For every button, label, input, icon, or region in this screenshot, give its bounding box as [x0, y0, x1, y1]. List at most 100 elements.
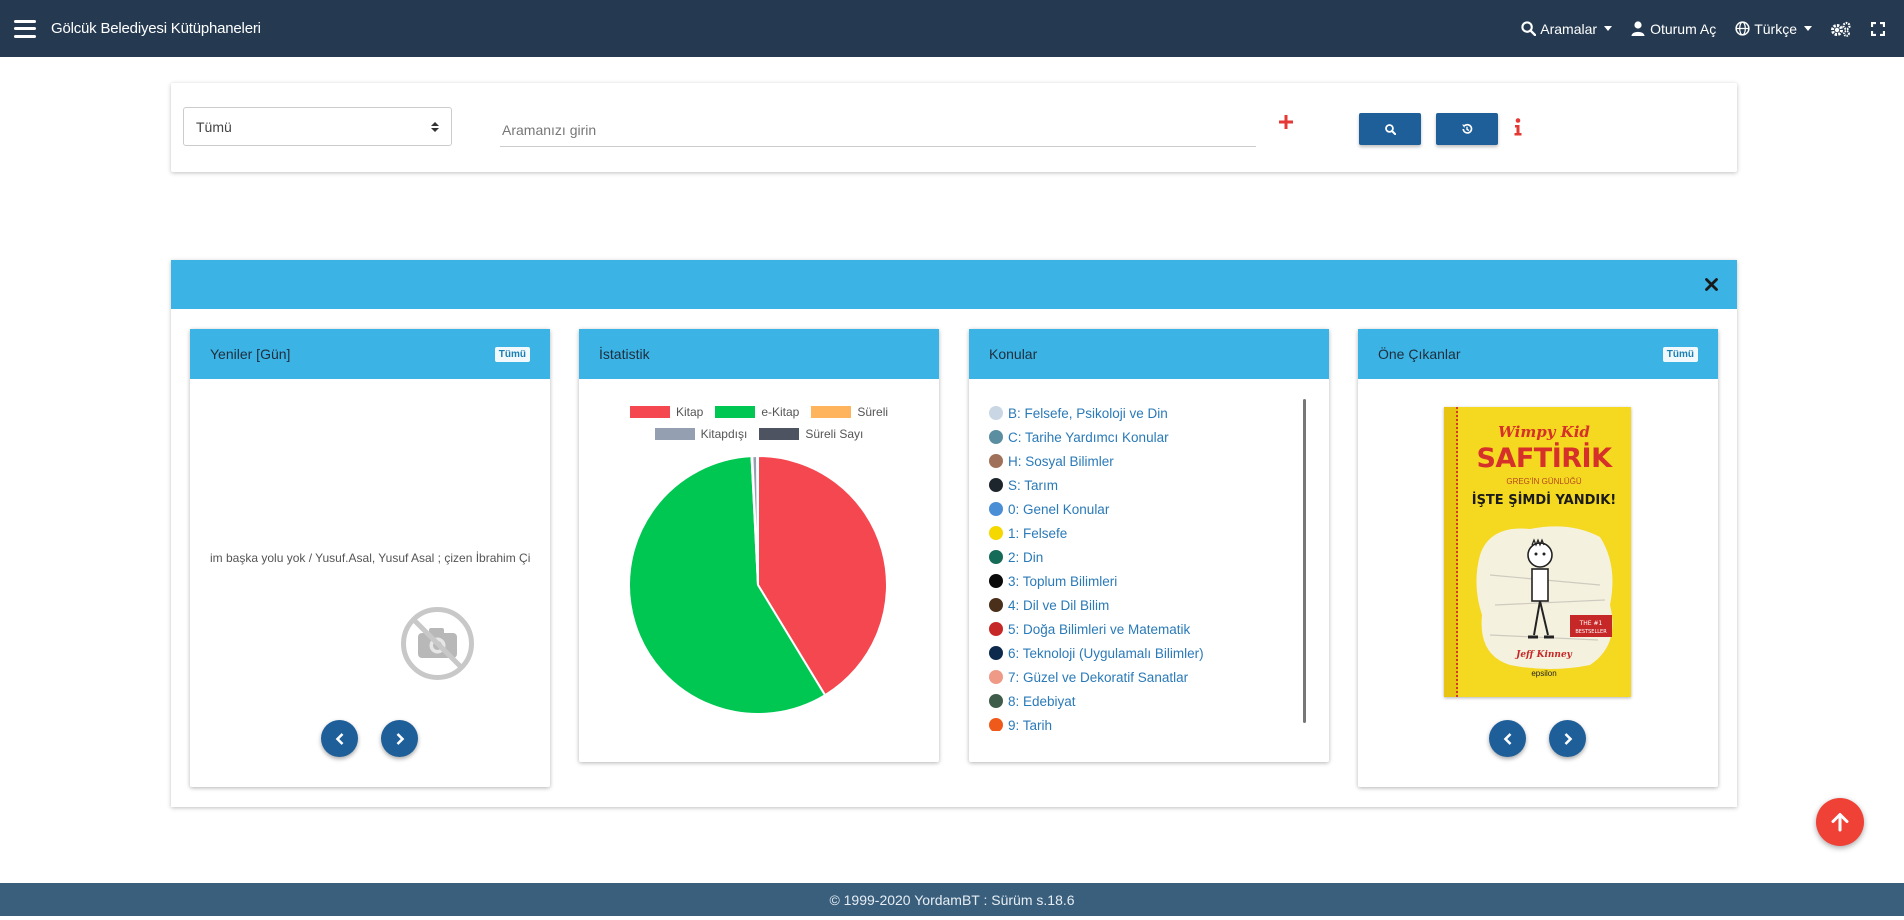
- topic-color-dot: [989, 406, 1003, 420]
- scroll-to-top-button[interactable]: [1816, 798, 1864, 846]
- book-title: SAFTİRİK: [1476, 443, 1612, 474]
- legend-swatch: [759, 428, 800, 440]
- topic-item[interactable]: 9: Tarih: [989, 713, 1309, 731]
- topic-color-dot: [989, 526, 1003, 540]
- add-criteria-button[interactable]: [1279, 111, 1293, 133]
- topic-color-dot: [989, 478, 1003, 492]
- close-icon: [1704, 277, 1718, 291]
- statistics-title: İstatistik: [599, 346, 650, 362]
- book-publisher: epsilon: [1531, 669, 1557, 678]
- topic-item[interactable]: 8: Edebiyat: [989, 689, 1309, 713]
- topic-item[interactable]: 4: Dil ve Dil Bilim: [989, 593, 1309, 617]
- search-input[interactable]: [500, 113, 1256, 147]
- topic-color-dot: [989, 502, 1003, 516]
- chevron-left-icon: [335, 732, 343, 745]
- topic-label: B: Felsefe, Psikoloji ve Din: [1008, 405, 1168, 421]
- info-button[interactable]: [1511, 115, 1525, 139]
- legend-item[interactable]: e-Kitap: [715, 405, 799, 419]
- topic-color-dot: [989, 694, 1003, 708]
- book-subtitle: GREG'İN GÜNLÜĞÜ: [1506, 477, 1582, 486]
- new-items-card: Yeniler [Gün] Tümü im başka yolu yok / Y…: [190, 329, 550, 787]
- new-items-next-button[interactable]: [381, 720, 418, 757]
- new-items-prev-button[interactable]: [321, 720, 358, 757]
- topic-item[interactable]: 0: Genel Konular: [989, 497, 1309, 521]
- globe-icon: [1734, 21, 1750, 37]
- topic-label: 1: Felsefe: [1008, 525, 1068, 541]
- topic-label: C: Tarihe Yardımcı Konular: [1008, 429, 1169, 445]
- new-items-all-badge[interactable]: Tümü: [494, 347, 530, 362]
- legend-swatch: [811, 406, 852, 418]
- topic-item[interactable]: S: Tarım: [989, 473, 1309, 497]
- book-series: Wimpy Kid: [1498, 423, 1590, 441]
- topic-item[interactable]: 7: Güzel ve Dekoratif Sanatlar: [989, 665, 1309, 689]
- close-panel-button[interactable]: [1701, 274, 1721, 294]
- topic-label: 4: Dil ve Dil Bilim: [1008, 597, 1110, 613]
- topic-label: 6: Teknoloji (Uygulamalı Bilimler): [1008, 645, 1204, 661]
- topic-list[interactable]: B: Felsefe, Psikoloji ve Din C: Tarihe Ya…: [989, 401, 1309, 731]
- fullscreen-button[interactable]: [1870, 21, 1886, 37]
- cogs-icon: [1830, 21, 1852, 37]
- chevron-right-icon: [1564, 732, 1572, 745]
- topic-list-scrollbar[interactable]: [1303, 399, 1306, 723]
- featured-card-header: Öne Çıkanlar Tümü: [1358, 329, 1718, 379]
- book-tagline: İŞTE ŞİMDİ YANDIK!: [1471, 493, 1617, 508]
- topic-item[interactable]: 3: Toplum Bilimleri: [989, 569, 1309, 593]
- topics-title: Konular: [989, 346, 1038, 362]
- chevron-right-icon: [396, 732, 404, 745]
- pie-slice-e-kitap[interactable]: [628, 455, 827, 715]
- legend-item[interactable]: Süreli: [811, 405, 888, 419]
- book-author: Jeff Kinney: [1516, 650, 1572, 660]
- topic-item[interactable]: 5: Doğa Bilimleri ve Matematik: [989, 617, 1309, 641]
- statistics-card: İstatistik Kitap e-Kitap Süreli Kitapdışı S…: [579, 329, 939, 762]
- chart-legend: Kitapdışı Süreli Sayı: [579, 427, 939, 441]
- topic-label: 5: Doğa Bilimleri ve Matematik: [1008, 621, 1191, 637]
- legend-item[interactable]: Süreli Sayı: [759, 427, 863, 441]
- topic-label: 9: Tarih: [1008, 717, 1053, 732]
- featured-all-badge[interactable]: Tümü: [1662, 347, 1698, 362]
- new-item-title[interactable]: im başka yolu yok / Yusuf.Asal, Yusuf As…: [210, 551, 530, 565]
- search-icon: [1520, 21, 1536, 37]
- topic-color-dot: [989, 622, 1003, 636]
- svg-text:BESTSELLER: BESTSELLER: [1575, 629, 1607, 635]
- topic-item[interactable]: 2: Din: [989, 545, 1309, 569]
- search-button[interactable]: [1359, 113, 1421, 145]
- pie-slice-kitap[interactable]: [757, 454, 888, 697]
- topic-label: H: Sosyal Bilimler: [1008, 453, 1114, 469]
- topic-item[interactable]: 1: Felsefe: [989, 521, 1309, 545]
- legend-swatch: [654, 428, 695, 440]
- statistics-card-header: İstatistik: [579, 329, 939, 379]
- brand-title[interactable]: Gölcük Belediyesi Kütüphaneleri: [51, 20, 261, 37]
- settings-button[interactable]: [1830, 21, 1852, 37]
- searches-label: Aramalar: [1540, 20, 1598, 37]
- topic-color-dot: [989, 598, 1003, 612]
- menu-icon[interactable]: [14, 19, 36, 38]
- pie-slice-s-reli-say-[interactable]: [756, 454, 759, 586]
- legend-item[interactable]: Kitap: [629, 405, 703, 419]
- history-icon: [1462, 123, 1473, 134]
- topic-item[interactable]: 6: Teknoloji (Uygulamalı Bilimler): [989, 641, 1309, 665]
- topic-item[interactable]: C: Tarihe Yardımcı Konular: [989, 425, 1309, 449]
- language-label: Türkçe: [1754, 20, 1797, 37]
- sort-icon: [431, 121, 439, 132]
- search-scope-select[interactable]: Tümü: [183, 107, 452, 146]
- search-icon: [1384, 123, 1396, 135]
- searches-menu[interactable]: Aramalar: [1520, 20, 1613, 37]
- topic-item[interactable]: B: Felsefe, Psikoloji ve Din: [989, 401, 1309, 425]
- legend-label: Süreli: [857, 405, 889, 419]
- pie-chart: [628, 454, 888, 715]
- login-link[interactable]: Oturum Aç: [1630, 21, 1716, 37]
- chevron-down-icon: [1604, 26, 1613, 31]
- topic-color-dot: [989, 646, 1003, 660]
- featured-prev-button[interactable]: [1489, 720, 1526, 757]
- featured-book-cover[interactable]: Wimpy Kid SAFTİRİK GREG'İN GÜNLÜĞÜ İŞTE …: [1444, 407, 1631, 697]
- topic-label: 3: Toplum Bilimleri: [1008, 573, 1118, 589]
- featured-next-button[interactable]: [1549, 720, 1586, 757]
- legend-label: e-Kitap: [761, 405, 800, 419]
- footer: © 1999-2020 YordamBT : Sürüm s.18.6: [0, 883, 1904, 916]
- topic-color-dot: [989, 430, 1003, 444]
- topic-item[interactable]: H: Sosyal Bilimler: [989, 449, 1309, 473]
- search-history-button[interactable]: [1436, 113, 1498, 145]
- language-menu[interactable]: Türkçe: [1734, 21, 1812, 37]
- legend-item[interactable]: Kitapdışı: [654, 427, 747, 441]
- topic-label: 0: Genel Konular: [1008, 501, 1110, 517]
